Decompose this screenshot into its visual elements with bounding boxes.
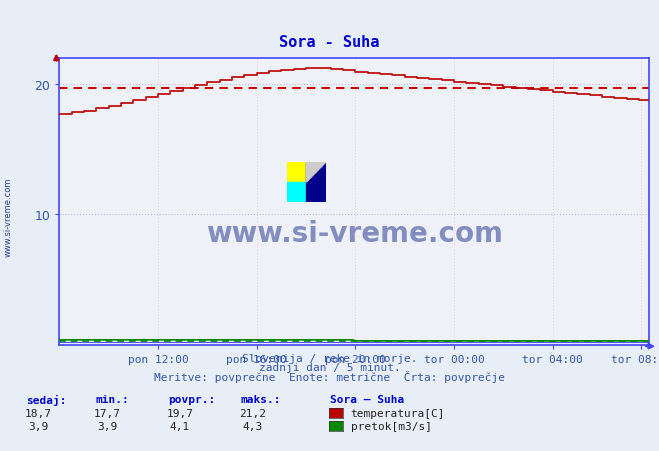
Polygon shape: [306, 162, 326, 203]
Text: www.si-vreme.com: www.si-vreme.com: [4, 177, 13, 256]
Text: pretok[m3/s]: pretok[m3/s]: [351, 421, 432, 431]
Text: 4,3: 4,3: [243, 421, 262, 431]
Text: 3,9: 3,9: [28, 421, 48, 431]
Text: 4,1: 4,1: [170, 421, 190, 431]
Text: temperatura[C]: temperatura[C]: [351, 408, 445, 418]
Text: Sora - Suha: Sora - Suha: [279, 35, 380, 51]
Text: 21,2: 21,2: [239, 408, 266, 418]
Text: min.:: min.:: [96, 394, 129, 404]
Text: Sora – Suha: Sora – Suha: [330, 394, 404, 404]
Polygon shape: [306, 162, 326, 183]
Text: www.si-vreme.com: www.si-vreme.com: [206, 219, 503, 247]
Bar: [287, 162, 306, 183]
Text: 17,7: 17,7: [94, 408, 121, 418]
Text: zadnji dan / 5 minut.: zadnji dan / 5 minut.: [258, 363, 401, 373]
Text: povpr.:: povpr.:: [168, 394, 215, 404]
Text: 3,9: 3,9: [98, 421, 117, 431]
Text: 18,7: 18,7: [25, 408, 51, 418]
Bar: [287, 183, 306, 203]
Text: maks.:: maks.:: [241, 394, 281, 404]
Text: 19,7: 19,7: [167, 408, 193, 418]
Text: Meritve: povprečne  Enote: metrične  Črta: povprečje: Meritve: povprečne Enote: metrične Črta:…: [154, 371, 505, 382]
Text: Slovenija / reke in morje.: Slovenija / reke in morje.: [242, 354, 417, 364]
Text: sedaj:: sedaj:: [26, 394, 67, 405]
